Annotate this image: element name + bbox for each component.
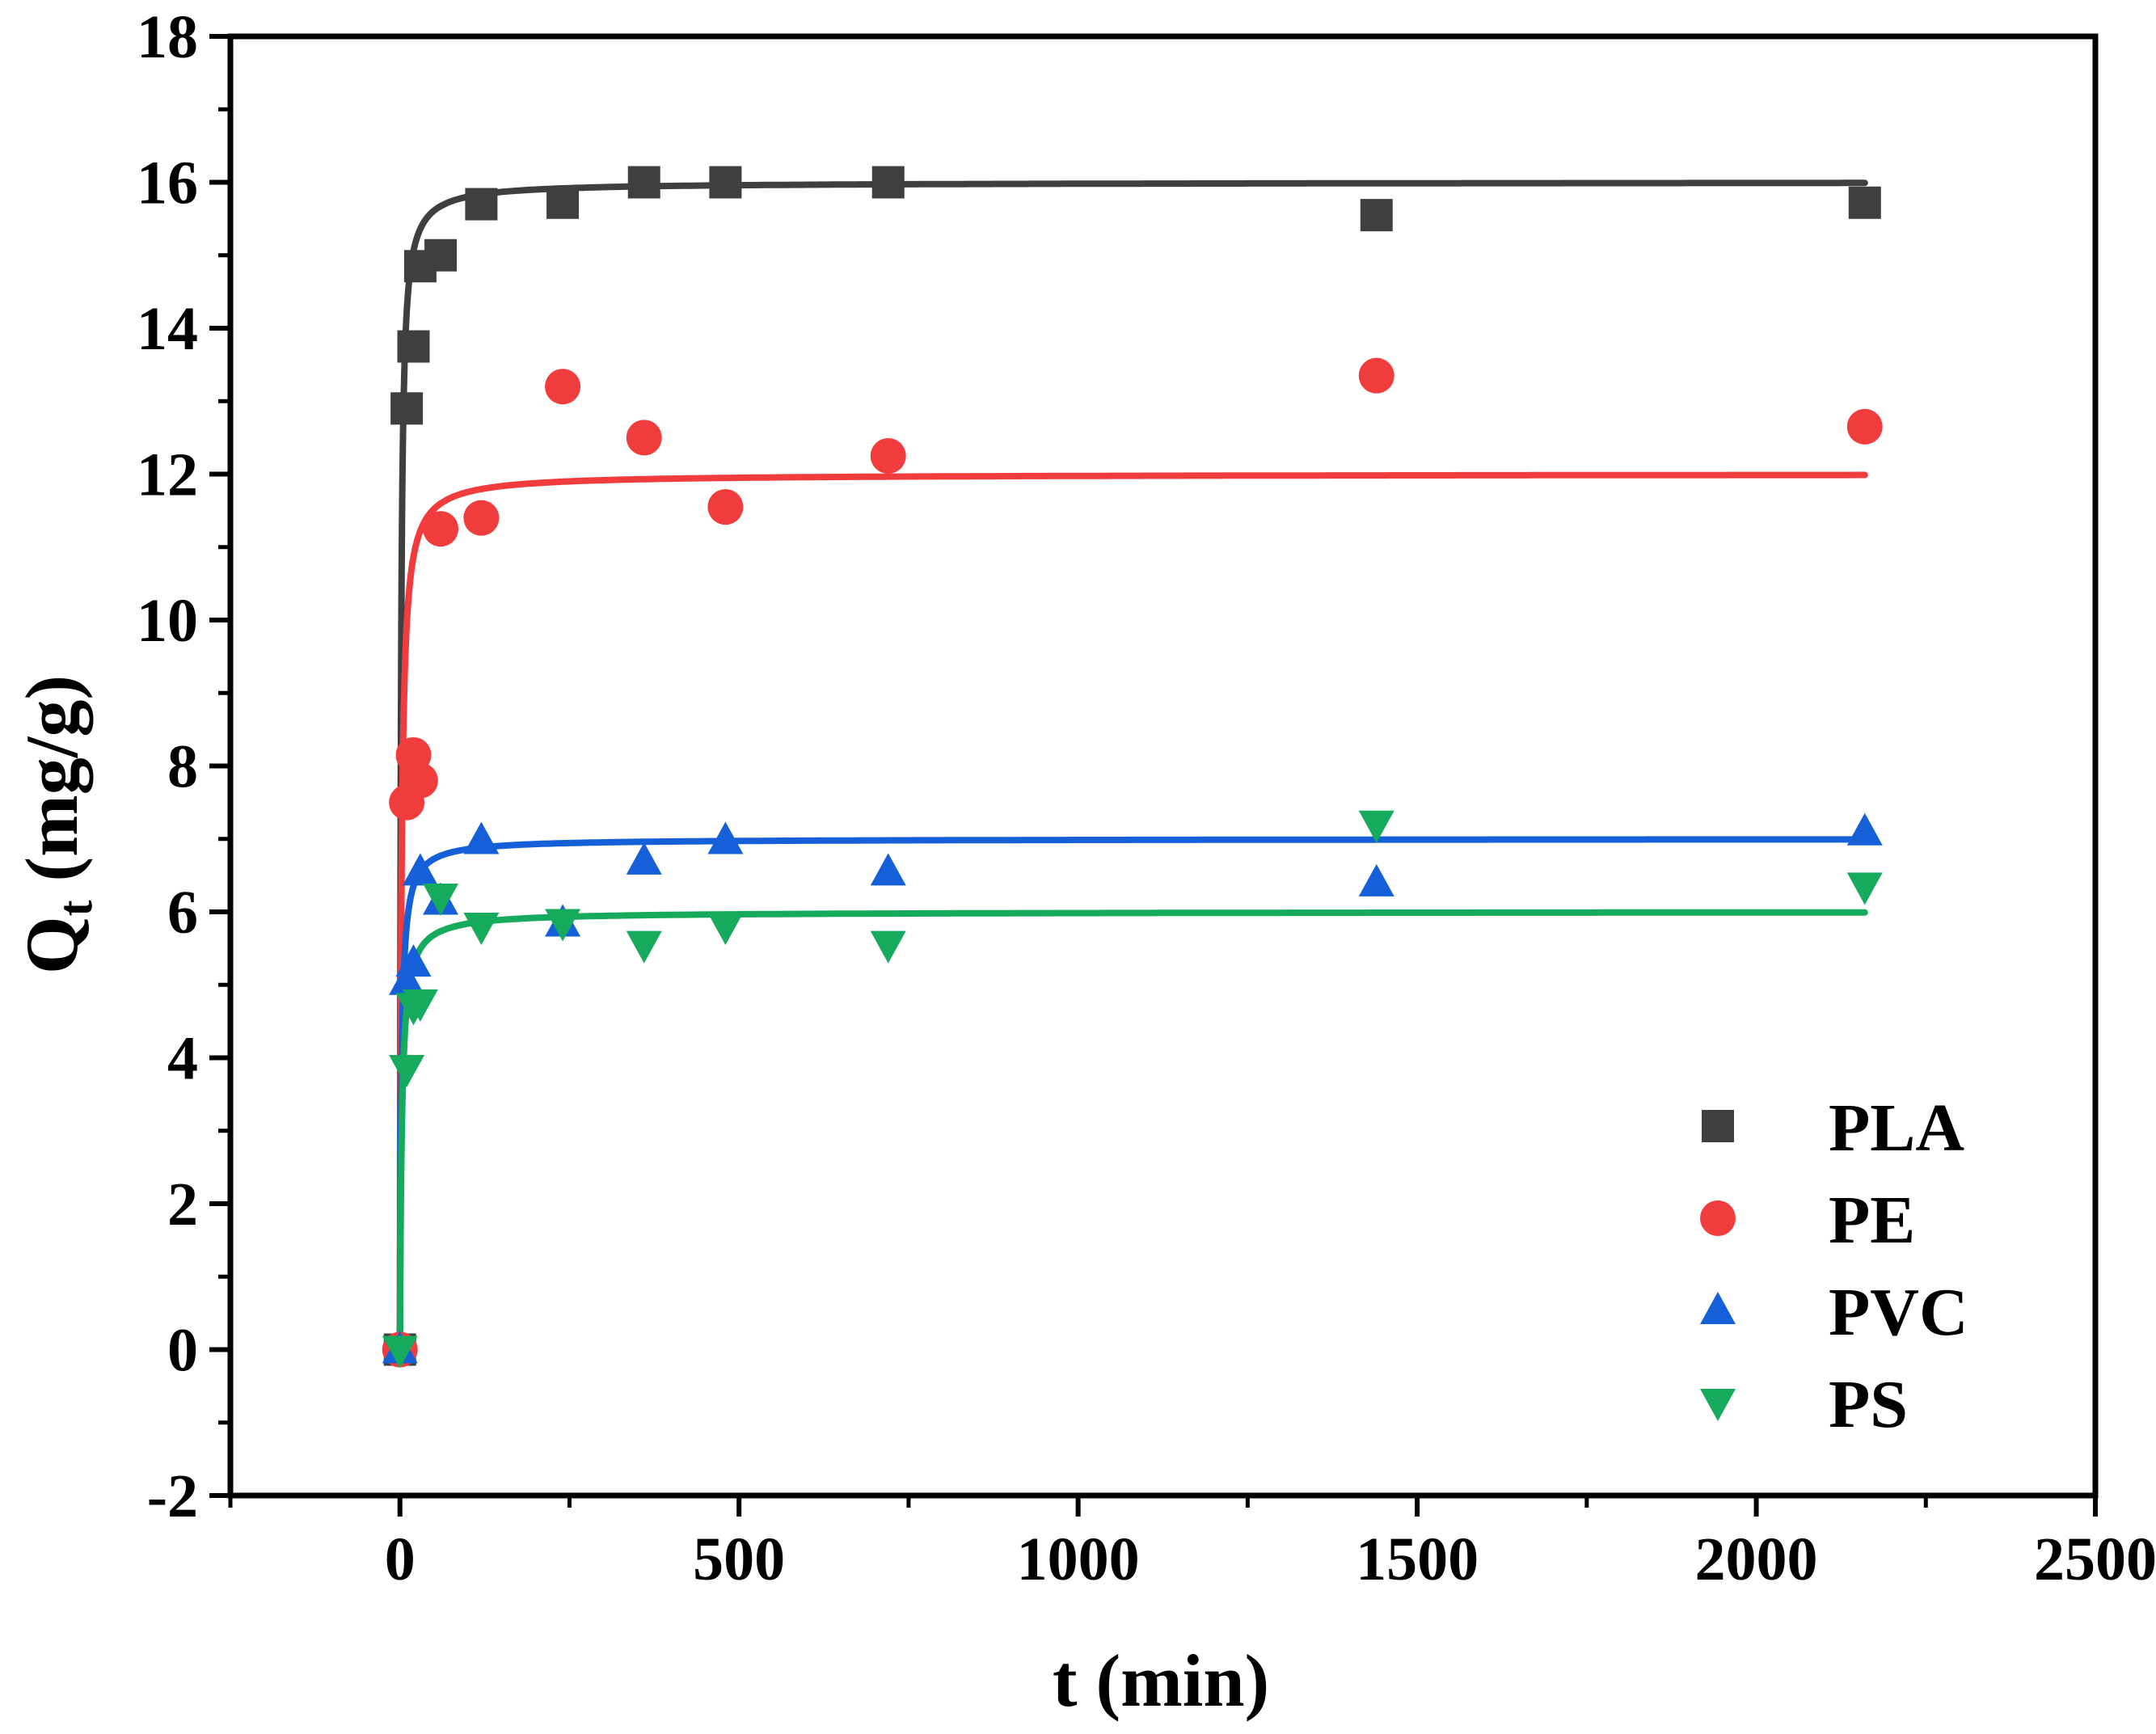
x-axis-title: t (min) (1053, 1639, 1269, 1722)
x-tick-label-2000: 2000 (1695, 1525, 1818, 1593)
data-point-pla (546, 186, 580, 219)
data-point-pe (1358, 357, 1394, 394)
data-point-pe (402, 762, 438, 799)
data-point-pla (390, 392, 424, 425)
y-axis-title-unit: (mg/g) (11, 675, 93, 900)
legend-label-pe: PE (1829, 1183, 1915, 1258)
y-tick-label-6: 6 (167, 879, 198, 947)
x-tick-label-1000: 1000 (1017, 1525, 1140, 1593)
data-point-pvc (395, 944, 432, 977)
data-point-ps (1358, 810, 1394, 843)
data-point-pvc (1358, 863, 1394, 897)
data-point-pvc (1846, 812, 1883, 846)
data-point-pvc (389, 962, 425, 995)
data-point-pe (463, 500, 500, 536)
y-tick-label-18: 18 (137, 3, 198, 71)
fit-curve-pla (396, 179, 1868, 1353)
y-tick-label-2: 2 (167, 1171, 198, 1238)
data-point-ps (382, 1335, 418, 1369)
fit-curve-ps (396, 909, 1868, 1353)
legend-marker-pe (1700, 1200, 1736, 1236)
y-tick-label-12: 12 (137, 441, 198, 509)
data-point-pla (1360, 199, 1393, 232)
y-tick-label-16: 16 (137, 150, 198, 217)
data-point-pe (1846, 408, 1883, 445)
y-axis-title-subscript: t (49, 900, 102, 916)
y-tick-label-14: 14 (137, 295, 198, 363)
y-tick-label--2: -2 (147, 1462, 198, 1530)
data-point-pvc (707, 821, 744, 854)
data-point-pe (626, 420, 662, 456)
y-tick-label-0: 0 (167, 1317, 198, 1385)
data-point-pla (397, 330, 430, 363)
y-tick-label-4: 4 (167, 1025, 198, 1093)
data-point-pla (627, 166, 660, 199)
y-axis-title-main: Q (11, 916, 93, 974)
data-point-pla (871, 166, 905, 199)
data-point-ps (707, 913, 744, 946)
data-point-pvc (402, 853, 438, 886)
data-point-pvc (626, 842, 662, 875)
data-point-pvc (463, 821, 500, 854)
data-points (382, 166, 1883, 1369)
data-point-ps (626, 930, 662, 964)
data-point-pe (423, 511, 459, 547)
legend-marker-ps (1700, 1389, 1736, 1421)
legend-label-pvc: PVC (1829, 1275, 1968, 1350)
x-tick-label-500: 500 (693, 1525, 785, 1593)
legend-marker-pla (1702, 1110, 1734, 1142)
y-tick-label-10: 10 (137, 587, 198, 655)
data-point-ps (423, 883, 459, 916)
legend-label-ps: PS (1829, 1367, 1908, 1442)
data-point-ps (389, 1055, 425, 1088)
axes: 0 500 1000 1500 2000 2500 -2 0 2 4 6 8 10 12 14 16 18 (137, 3, 2156, 1593)
data-point-pe (870, 437, 906, 474)
data-point-pla (1848, 186, 1881, 219)
svg-text:Qt (mg/g): Qt (mg/g) (11, 675, 102, 974)
data-point-ps (402, 989, 438, 1022)
data-point-pe (707, 489, 744, 525)
legend: PLA PE PVC PS (1700, 1091, 1968, 1442)
y-axis-title: Qt (mg/g) (11, 675, 102, 974)
data-point-ps (463, 913, 500, 946)
data-point-pla (424, 238, 458, 272)
data-point-ps (1846, 872, 1883, 905)
data-point-ps (870, 930, 906, 964)
legend-marker-pvc (1700, 1292, 1736, 1324)
data-point-ps (545, 909, 581, 942)
x-tick-label-0: 0 (385, 1525, 416, 1593)
x-tick-label-2500: 2500 (2034, 1525, 2156, 1593)
legend-label-pla: PLA (1829, 1091, 1964, 1166)
data-point-pvc (870, 853, 906, 886)
data-point-pla (709, 166, 742, 199)
x-tick-label-1500: 1500 (1356, 1525, 1479, 1593)
plot-frame (227, 33, 2099, 1499)
y-tick-label-8: 8 (167, 733, 198, 801)
data-point-pla (465, 188, 498, 221)
fit-curves (396, 179, 1868, 1353)
data-point-pe (545, 369, 581, 405)
